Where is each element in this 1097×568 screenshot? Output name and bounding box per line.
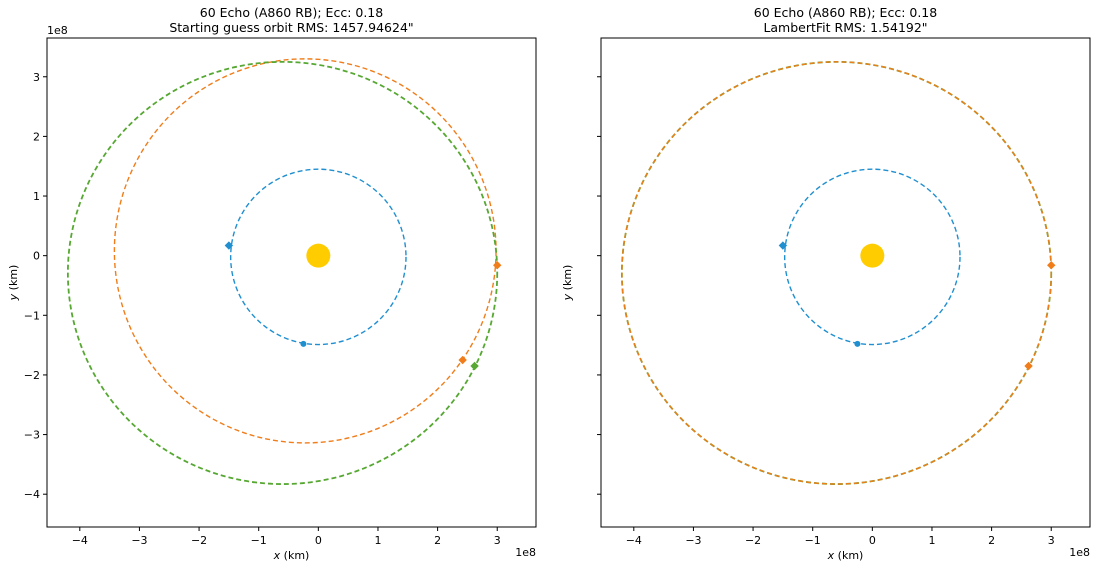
- x-axis-variable: x: [273, 549, 281, 562]
- orbit-path-0: [229, 168, 407, 346]
- y-tick-label: 2: [33, 130, 40, 143]
- y-tick-label: −4: [24, 488, 40, 501]
- x-tick-label: −1: [251, 534, 267, 547]
- y-tick-label: −2: [24, 369, 40, 382]
- x-tick-label: 3: [494, 534, 501, 547]
- x-scale-offset: 1e8: [1069, 546, 1090, 559]
- x-tick-label: −4: [626, 534, 642, 547]
- y-tick-label: 3: [33, 71, 40, 84]
- axes-frame: [46, 37, 537, 528]
- position-marker-3: [458, 355, 467, 365]
- x-axis-label: x (km): [827, 549, 864, 562]
- x-tick-label: −1: [805, 534, 821, 547]
- y-tick-label: −1: [24, 309, 40, 322]
- x-tick-label: −3: [131, 534, 147, 547]
- orbit-path-1: [113, 58, 497, 444]
- y-axis-label: y (km): [7, 265, 20, 302]
- plot-area: [620, 60, 1056, 485]
- x-axis-variable: x: [827, 549, 835, 562]
- x-tick-label: 1: [374, 534, 381, 547]
- y-axis-variable: y: [7, 293, 20, 301]
- y-axis-variable: y: [561, 293, 574, 301]
- chart-title: 60 Echo (A860 RB); Ecc: 0.18: [200, 5, 383, 20]
- position-marker-3: [1024, 361, 1033, 371]
- orbit-path-0: [783, 168, 961, 346]
- position-marker-0: [224, 241, 234, 250]
- x-tick-label: −4: [72, 534, 88, 547]
- y-tick-label: −3: [24, 429, 40, 442]
- x-tick-label: 2: [988, 534, 995, 547]
- y-scale-offset: 1e8: [47, 24, 68, 37]
- y-tick-label: 0: [33, 250, 40, 263]
- chart-subtitle: LambertFit RMS: 1.54192": [763, 20, 927, 35]
- x-tick-label: 2: [434, 534, 441, 547]
- orbit-path-1: [620, 60, 1053, 485]
- axes-frame: [600, 37, 1091, 528]
- sun-marker: [306, 243, 331, 268]
- x-tick-label: 0: [869, 534, 876, 547]
- x-scale-offset: 1e8: [515, 546, 536, 559]
- position-marker-2: [1047, 261, 1056, 270]
- x-tick-label: 0: [315, 534, 322, 547]
- chart-subtitle: Starting guess orbit RMS: 1457.94624": [169, 20, 413, 35]
- x-axis-unit: (km): [280, 549, 309, 562]
- y-tick-label: 1: [33, 190, 40, 203]
- position-marker-1: [854, 340, 861, 347]
- plot-area: [66, 58, 502, 485]
- chart-title: 60 Echo (A860 RB); Ecc: 0.18: [754, 5, 937, 20]
- x-tick-label: −3: [685, 534, 701, 547]
- x-axis-label: x (km): [273, 549, 310, 562]
- x-tick-label: −2: [191, 534, 207, 547]
- y-axis-label: y (km): [561, 265, 574, 302]
- position-marker-2: [493, 261, 502, 270]
- position-marker-4: [470, 361, 479, 371]
- orbit-path-2: [66, 60, 499, 485]
- position-marker-0: [778, 241, 788, 250]
- position-marker-1: [300, 340, 307, 347]
- x-tick-label: 3: [1048, 534, 1055, 547]
- y-axis-unit: (km): [561, 265, 574, 294]
- y-axis-unit: (km): [7, 265, 20, 294]
- x-tick-label: −2: [745, 534, 761, 547]
- x-axis-unit: (km): [834, 549, 863, 562]
- x-tick-label: 1: [928, 534, 935, 547]
- orbit-path-2: [621, 61, 1052, 485]
- sun-marker: [860, 243, 885, 268]
